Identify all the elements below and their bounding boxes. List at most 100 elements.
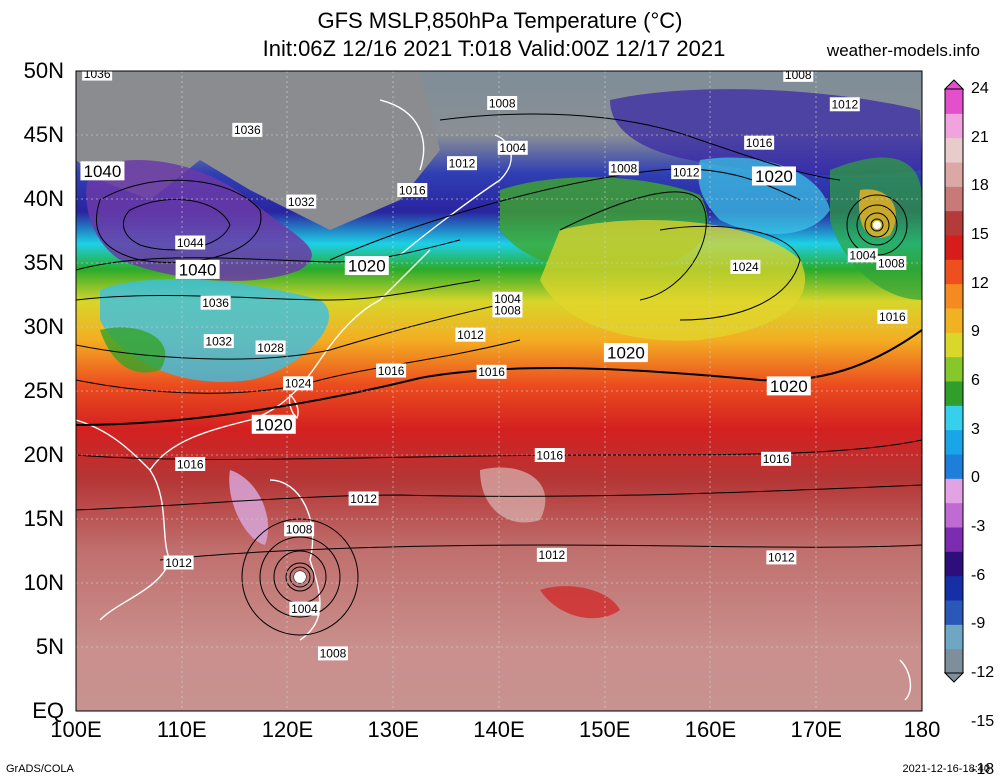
colorbar-label: 6 — [971, 372, 980, 389]
colorbar-swatch — [945, 210, 963, 236]
isobar-label: 1004 — [289, 601, 320, 616]
isobar-label: 1016 — [744, 135, 775, 150]
grads-credit: GrADS/COLA — [6, 763, 74, 775]
svg-text:1036: 1036 — [202, 296, 229, 310]
lon-label: 170E — [790, 717, 842, 742]
svg-text:1016: 1016 — [763, 452, 790, 466]
svg-text:1004: 1004 — [291, 602, 318, 616]
svg-text:1012: 1012 — [673, 165, 700, 179]
isobar-label: 1008 — [492, 303, 523, 318]
isobar-label: 1012 — [536, 547, 567, 562]
svg-text:1004: 1004 — [494, 292, 521, 306]
isobar-label: 1016 — [877, 309, 908, 324]
svg-text:1032: 1032 — [205, 334, 232, 348]
lat-label: 40N — [23, 186, 64, 211]
svg-text:1016: 1016 — [478, 365, 505, 379]
svg-text:1036: 1036 — [84, 67, 111, 81]
svg-text:1020: 1020 — [755, 167, 793, 186]
svg-text:1020: 1020 — [770, 377, 808, 396]
isobar-label: 1020 — [766, 376, 811, 396]
lon-label: 160E — [684, 717, 737, 742]
lat-label: 25N — [23, 378, 64, 403]
isobar-label: 1012 — [766, 550, 797, 565]
colorbar-label: 12 — [971, 274, 989, 292]
isobar-label: 1012 — [671, 165, 702, 179]
colorbar-label: 0 — [971, 469, 980, 487]
isobar-label: 1020 — [344, 256, 389, 276]
isobar-label: 1016 — [376, 363, 407, 378]
colorbar-label: -6 — [971, 566, 986, 584]
svg-text:1008: 1008 — [610, 162, 637, 176]
colorbar-swatch — [945, 137, 963, 163]
colorbar-swatch — [945, 454, 963, 479]
isobar-label: 1016 — [175, 456, 206, 471]
isobar-label: 1032 — [286, 194, 317, 209]
lat-label: EQ — [32, 698, 64, 723]
isobar-label: 1012 — [446, 156, 477, 170]
isobar-label: 1028 — [255, 340, 286, 355]
colorbar-label: -12 — [971, 664, 995, 681]
timestamp: 2021-12-16-18:40 — [902, 763, 990, 775]
svg-text:1044: 1044 — [177, 236, 204, 250]
colorbar-swatch — [945, 332, 963, 358]
colorbar-swatch — [945, 162, 963, 187]
colorbar-swatch — [945, 600, 963, 625]
svg-text:1012: 1012 — [768, 551, 795, 565]
svg-text:1020: 1020 — [607, 344, 645, 363]
colorbar-label: 24 — [971, 80, 989, 97]
colorbar-label: -3 — [971, 518, 986, 535]
lat-label: 30N — [23, 314, 64, 339]
svg-text:1012: 1012 — [831, 98, 858, 112]
isobar-label: 1016 — [476, 364, 507, 379]
colorbar-swatch — [945, 186, 963, 212]
lon-label: 180 — [903, 717, 941, 742]
svg-text:1032: 1032 — [288, 195, 315, 209]
lon-label: 150E — [579, 717, 631, 742]
isobar-label: 1012 — [348, 491, 379, 506]
colorbar-label: 18 — [971, 177, 989, 195]
svg-text:1012: 1012 — [449, 156, 476, 170]
lat-label: 45N — [23, 122, 64, 147]
colorbar-swatch — [945, 575, 963, 601]
svg-text:1008: 1008 — [494, 304, 521, 318]
lat-label: 15N — [23, 506, 64, 531]
colorbar-swatch — [945, 381, 963, 406]
isobar-label: 1024 — [730, 259, 761, 274]
colorbar — [943, 79, 965, 683]
svg-text:1016: 1016 — [399, 183, 426, 197]
colorbar-swatch — [945, 356, 963, 382]
colorbar-swatch — [945, 89, 963, 114]
colorbar-swatch — [945, 259, 963, 285]
svg-text:1016: 1016 — [536, 448, 563, 462]
svg-text:1016: 1016 — [177, 457, 204, 471]
colorbar-max-arrow — [943, 79, 965, 90]
isobar-label: 1024 — [283, 376, 314, 391]
svg-text:1004: 1004 — [849, 249, 876, 263]
colorbar-label: 15 — [971, 226, 989, 243]
lon-label: 110E — [156, 717, 207, 742]
colorbar-swatch — [945, 113, 963, 139]
map-title: GFS MSLP,850hPa Temperature (°C) — [317, 8, 683, 33]
lat-label: 50N — [23, 58, 64, 83]
colorbar-swatch — [945, 429, 963, 455]
isobar-label: 1012 — [455, 327, 486, 342]
svg-text:1040: 1040 — [84, 162, 122, 181]
isobar-label: 1044 — [175, 235, 206, 250]
isobar-label: 1016 — [534, 448, 565, 462]
colorbar-swatch — [945, 308, 963, 333]
svg-text:1016: 1016 — [378, 364, 405, 378]
colorbar-frame — [944, 88, 964, 674]
colorbar-swatch — [945, 502, 963, 528]
svg-text:1012: 1012 — [350, 492, 377, 506]
lon-label: 130E — [367, 717, 419, 742]
colorbar-swatch — [945, 235, 963, 260]
colorbar-min-arrow — [943, 672, 965, 683]
colorbar-swatch — [945, 478, 963, 504]
isobar-label: 1020 — [751, 166, 796, 186]
lon-label: 100E — [50, 717, 102, 742]
lon-label: 120E — [261, 717, 314, 742]
lat-label: 5N — [35, 634, 64, 659]
isobar-label: 1040 — [175, 259, 220, 280]
lon-label: 140E — [473, 717, 525, 742]
